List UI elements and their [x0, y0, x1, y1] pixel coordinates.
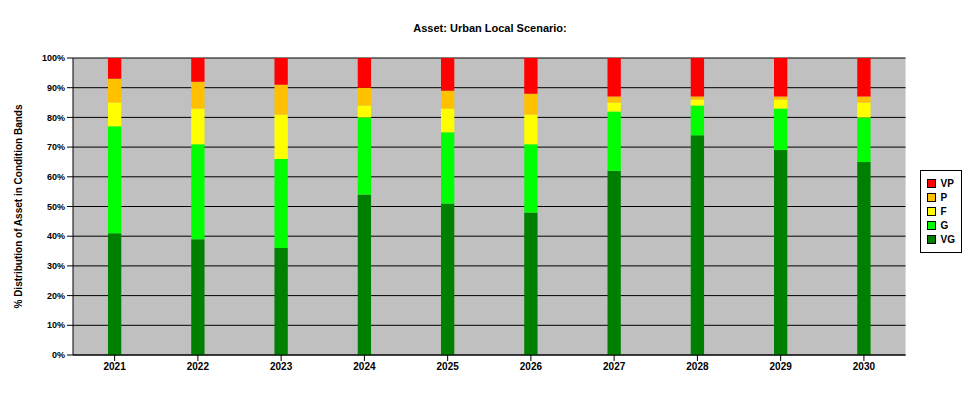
svg-text:10%: 10% [47, 320, 65, 330]
svg-text:60%: 60% [47, 172, 65, 182]
html-text:VG: VG [940, 234, 955, 245]
svg-text:2025: 2025 [437, 361, 460, 372]
svg-text:2026: 2026 [520, 361, 543, 372]
svg-text:2030: 2030 [853, 361, 876, 372]
svg-text:70%: 70% [47, 142, 65, 152]
svg-text:2028: 2028 [686, 361, 709, 372]
html-text:Asset: Urban Local Scenario:: Asset: Urban Local Scenario: [413, 22, 567, 34]
svg-text:40%: 40% [47, 231, 65, 241]
svg-text:80%: 80% [47, 113, 65, 123]
svg-text:90%: 90% [47, 83, 65, 93]
svg-text:2029: 2029 [770, 361, 793, 372]
svg-text:2023: 2023 [270, 361, 293, 372]
svg-text:2022: 2022 [187, 361, 210, 372]
html-text:F: F [940, 206, 947, 217]
svg-text:2024: 2024 [353, 361, 376, 372]
html-text:VP: VP [940, 178, 954, 189]
svg-text:100%: 100% [42, 53, 65, 63]
svg-text:2027: 2027 [603, 361, 626, 372]
svg-text:30%: 30% [47, 261, 65, 271]
svg-text:2021: 2021 [104, 361, 127, 372]
svg-text:50%: 50% [47, 202, 65, 212]
html-text:G: G [940, 220, 949, 231]
svg-text:% Distribution of Asset in Con: % Distribution of Asset in Condition Ban… [13, 104, 24, 309]
html-text:P: P [940, 192, 948, 203]
svg-text:0%: 0% [52, 350, 65, 360]
svg-text:20%: 20% [47, 291, 65, 301]
